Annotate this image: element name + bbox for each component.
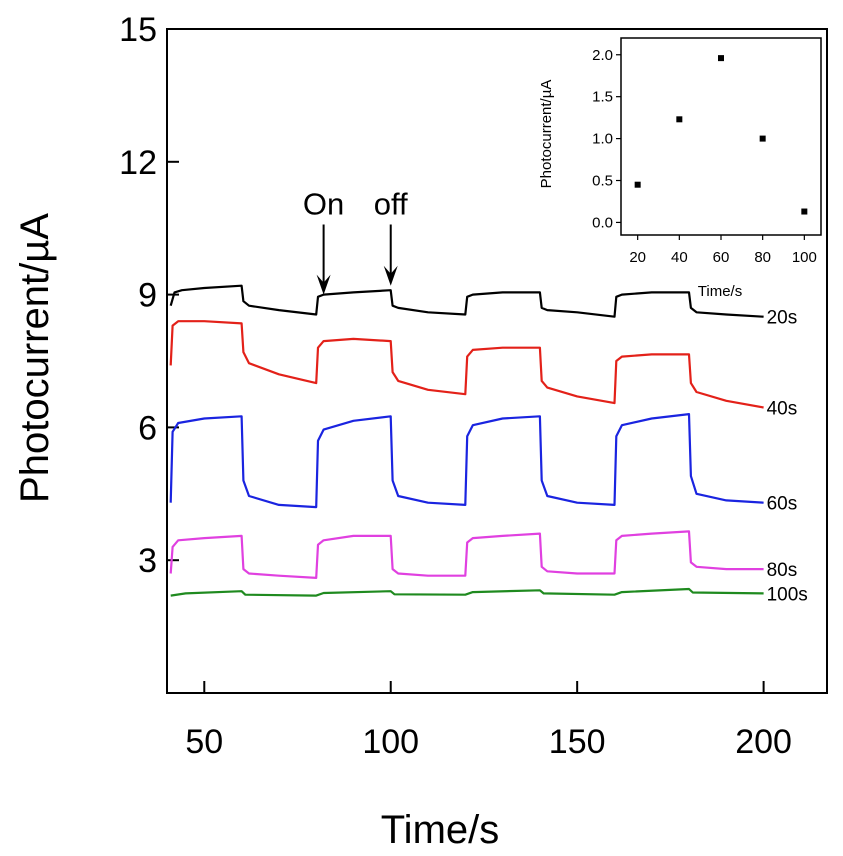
inset-x-tick-label: 20 [629, 249, 646, 266]
series-line-100s [170, 587, 764, 597]
annotation-off: off [374, 186, 408, 221]
main-x-tick-label: 50 [185, 723, 223, 761]
main-x-ticks: 50 100 150 200 [185, 681, 792, 761]
inset-x-axis-title: Time/s [698, 283, 742, 300]
inset-points [634, 55, 808, 215]
main-y-tick-label: 3 [138, 542, 157, 580]
main-x-tick-label: 100 [362, 723, 419, 761]
main-y-tick-label: 15 [119, 11, 157, 49]
annotation-arrow-head [383, 265, 398, 286]
inset-y-tick-label: 1.0 [592, 131, 613, 148]
series-line-40s [169, 320, 764, 409]
inset-y-axis-title: Photocurrent/µA [538, 80, 555, 189]
series-label-20s: 20s [767, 308, 798, 329]
inset-plot: 0.0 0.5 1.0 1.5 2.0 20 40 60 80 100 Time/s Photo… [538, 37, 822, 300]
main-series: 20s 40s 60s 80s 100s [169, 284, 808, 605]
series-line-60s [169, 413, 764, 509]
inset-data-point [676, 116, 683, 123]
inset-data-point [759, 135, 766, 142]
main-y-ticks: 3 6 9 12 15 [119, 11, 179, 580]
inset-y-ticks: 0.0 0.5 1.0 1.5 2.0 [592, 47, 621, 231]
inset-plot-frame [620, 37, 822, 236]
inset-x-tick-label: 40 [671, 249, 688, 266]
series-label-100s: 100s [767, 584, 808, 605]
annotation-on: On [303, 186, 344, 221]
main-x-axis-title: Time/s [381, 808, 500, 852]
main-y-tick-label: 6 [138, 409, 157, 447]
inset-y-tick-label: 2.0 [592, 47, 613, 64]
main-plot-frame [166, 28, 828, 694]
inset-data-point [718, 55, 724, 62]
inset-y-tick-label: 0.0 [592, 214, 613, 231]
main-y-tick-label: 12 [119, 144, 157, 182]
inset-data-point [801, 208, 808, 215]
inset-x-tick-label: 100 [792, 249, 817, 266]
main-annotations: On off [303, 186, 408, 295]
series-line-20s [169, 284, 764, 318]
main-plot: 3 6 9 12 15 50 100 150 200 20s 40s 60s 80s 100s On o… [13, 11, 828, 852]
series-label-40s: 40s [767, 398, 798, 419]
inset-y-tick-label: 0.5 [592, 173, 613, 190]
annotation-arrow-head [316, 274, 331, 295]
inset-y-tick-label: 1.5 [592, 89, 613, 106]
main-y-axis-title: Photocurrent/µA [13, 213, 57, 503]
series-label-60s: 60s [767, 494, 798, 515]
main-x-tick-label: 150 [549, 723, 606, 761]
series-line-80s [169, 530, 764, 579]
series-label-80s: 80s [767, 560, 798, 581]
inset-x-tick-label: 80 [754, 249, 771, 266]
inset-x-ticks: 20 40 60 80 100 [629, 235, 817, 266]
main-y-tick-label: 9 [138, 277, 157, 315]
main-x-tick-label: 200 [735, 723, 792, 761]
inset-data-point [634, 181, 641, 188]
inset-x-tick-label: 60 [713, 249, 730, 266]
